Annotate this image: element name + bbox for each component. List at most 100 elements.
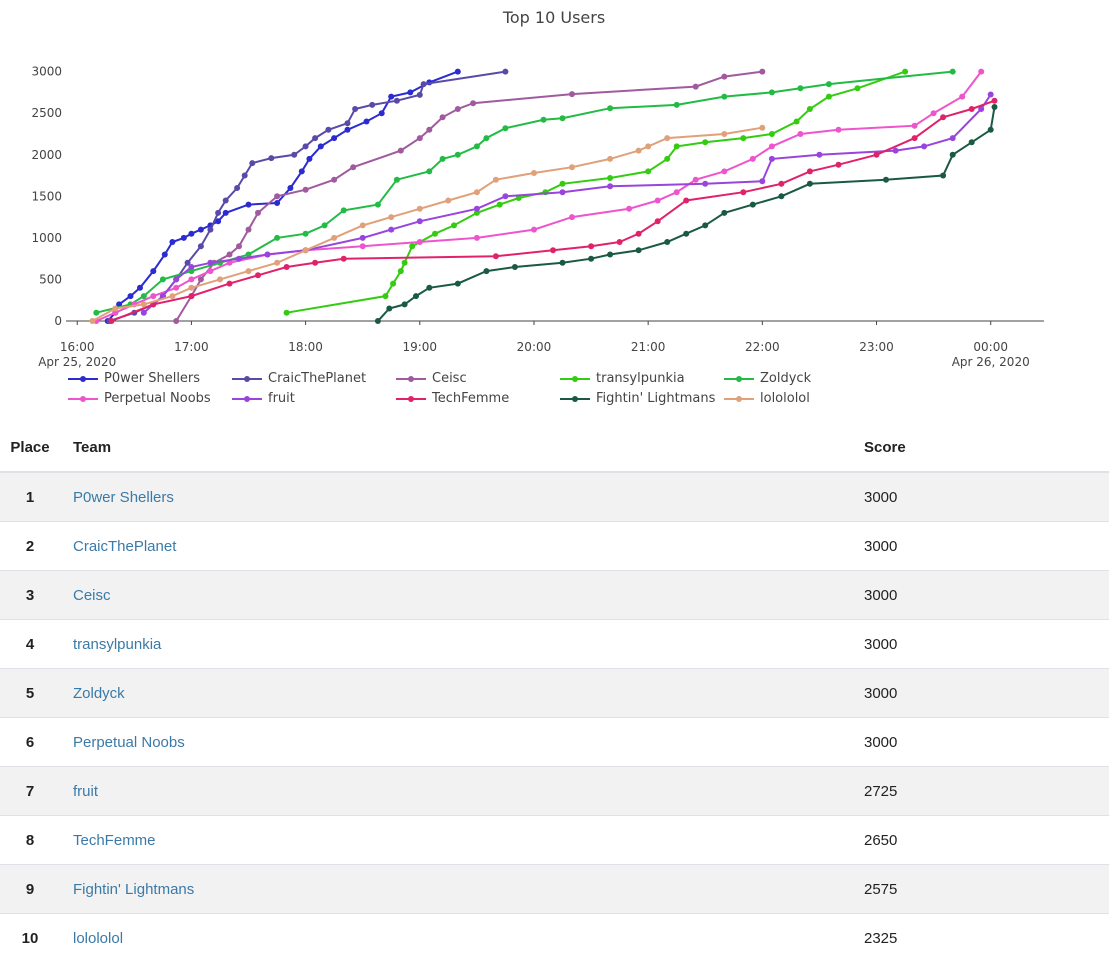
- team-link[interactable]: Ceisc: [73, 586, 111, 604]
- legend-item[interactable]: fruit: [232, 391, 295, 406]
- legend-swatch: [724, 373, 754, 385]
- series-point: [283, 264, 290, 270]
- legend-item[interactable]: TechFemme: [396, 391, 509, 406]
- series-point: [426, 284, 433, 291]
- x-tick-label: 00:00: [973, 340, 1008, 354]
- team-link[interactable]: Perpetual Noobs: [73, 733, 185, 751]
- row-score: 3000: [864, 471, 1109, 522]
- scoreboard-header-row: Place Team Score: [0, 423, 1109, 473]
- series-point: [386, 305, 393, 312]
- series-point: [184, 259, 191, 266]
- series-point: [180, 234, 187, 241]
- series-point: [317, 143, 324, 150]
- legend-label: fruit: [268, 391, 295, 406]
- x-tick-label: 21:00: [631, 340, 666, 354]
- series-point: [768, 89, 775, 96]
- series-point: [673, 101, 680, 108]
- series-point: [245, 226, 252, 233]
- team-link[interactable]: Zoldyck: [73, 684, 125, 702]
- y-tick-label: 2500: [31, 106, 62, 120]
- series-point: [340, 207, 347, 214]
- x-tick-label: 17:00: [174, 340, 209, 354]
- series-point: [816, 151, 823, 158]
- series-line: [175, 70, 763, 322]
- team-link[interactable]: lolololol: [73, 929, 124, 947]
- series-point: [173, 318, 180, 324]
- team-link[interactable]: P0wer Shellers: [73, 488, 174, 506]
- series-point: [331, 234, 338, 241]
- team-link[interactable]: fruit: [73, 782, 99, 800]
- series-point: [397, 147, 404, 154]
- legend-swatch: [724, 393, 754, 405]
- row-place: 2: [0, 521, 60, 571]
- series-point: [416, 91, 423, 98]
- x-tick-label: 18:00: [288, 340, 323, 354]
- legend-item[interactable]: P0wer Shellers: [68, 371, 200, 386]
- legend-swatch: [396, 373, 426, 385]
- header-place[interactable]: Place: [0, 423, 60, 473]
- series-point: [664, 155, 671, 162]
- series-point: [416, 205, 423, 212]
- legend-swatch: [68, 373, 98, 385]
- header-team[interactable]: Team: [60, 423, 864, 473]
- legend-item[interactable]: Zoldyck: [724, 371, 811, 386]
- series-point: [388, 226, 395, 233]
- series-point: [226, 251, 233, 258]
- series-point: [173, 284, 180, 291]
- series-line: [95, 70, 982, 322]
- series-point: [350, 164, 357, 171]
- series-point: [502, 193, 509, 200]
- series-point: [949, 135, 956, 142]
- series-point: [416, 135, 423, 142]
- legend-item[interactable]: Perpetual Noobs: [68, 391, 211, 406]
- table-row: 2 CraicThePlanet 3000: [0, 521, 1109, 571]
- series-point: [207, 268, 214, 275]
- x-tick-label: 22:00: [745, 340, 780, 354]
- series-point: [959, 93, 966, 100]
- series-point: [930, 110, 937, 117]
- row-place: 9: [0, 864, 60, 914]
- series-point: [439, 114, 446, 121]
- team-link[interactable]: CraicThePlanet: [73, 537, 177, 555]
- series-point: [369, 101, 376, 108]
- series-point: [854, 85, 861, 92]
- legend-swatch: [560, 373, 590, 385]
- series-point: [740, 135, 747, 142]
- team-link[interactable]: TechFemme: [73, 831, 156, 849]
- series-point: [473, 234, 480, 241]
- legend-item[interactable]: CraicThePlanet: [232, 371, 366, 386]
- legend-item[interactable]: Fightin' Lightmans: [560, 391, 715, 406]
- series-point: [664, 135, 671, 142]
- series-point: [401, 301, 408, 308]
- series-point: [312, 259, 319, 266]
- legend-item[interactable]: Ceisc: [396, 371, 467, 386]
- series-point: [188, 268, 195, 275]
- legend-swatch-dot: [408, 375, 414, 382]
- series-point: [759, 68, 766, 75]
- series-point: [274, 200, 281, 206]
- series-point: [283, 309, 290, 316]
- legend-label: P0wer Shellers: [104, 371, 201, 386]
- series-point: [806, 168, 813, 175]
- series-point: [352, 106, 359, 112]
- legend-label: Ceisc: [432, 371, 467, 386]
- series-point: [654, 197, 661, 204]
- series-point: [321, 222, 328, 229]
- y-tick-label: 3000: [31, 65, 62, 79]
- series-point: [325, 126, 332, 133]
- legend-swatch-dot: [572, 395, 578, 402]
- series-point: [968, 139, 975, 146]
- team-link[interactable]: transylpunkia: [73, 635, 162, 653]
- header-score[interactable]: Score: [864, 423, 1109, 473]
- series-point: [991, 97, 998, 104]
- team-link[interactable]: Fightin' Lightmans: [73, 880, 195, 898]
- legend-swatch-dot: [244, 395, 250, 402]
- series-point: [112, 309, 119, 316]
- legend-item[interactable]: lolololol: [724, 391, 810, 406]
- series-point: [531, 170, 537, 176]
- series-point: [883, 176, 889, 183]
- legend-item[interactable]: transylpunkia: [560, 371, 685, 386]
- series-point: [806, 106, 813, 112]
- series-point: [768, 155, 775, 162]
- series-point: [249, 160, 256, 167]
